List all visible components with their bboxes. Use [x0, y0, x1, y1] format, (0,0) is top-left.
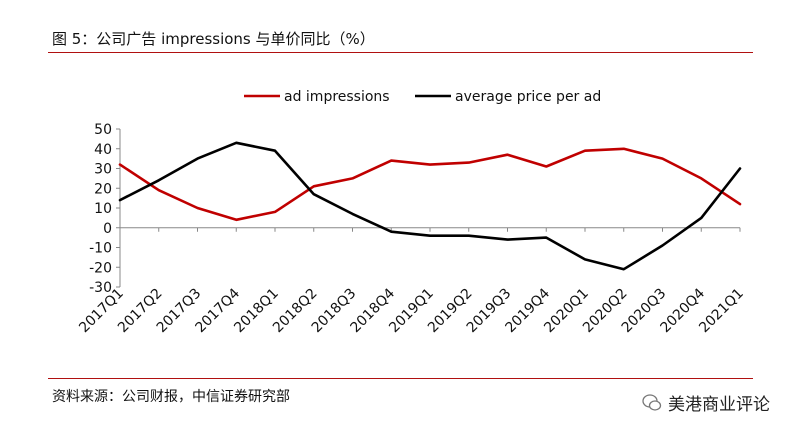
- y-tick-label: 30: [94, 162, 112, 178]
- chart-legend: ad impressions average price per ad: [244, 89, 601, 105]
- y-tick-label: -10: [89, 241, 112, 257]
- y-tick-label: 10: [94, 201, 112, 217]
- y-tick-label: 0: [103, 221, 112, 237]
- x-tick-labels: 2017Q12017Q22017Q32017Q42018Q12018Q22018…: [76, 285, 747, 336]
- wechat-icon: [642, 393, 662, 411]
- figure-title: 图 5：公司广告 impressions 与单价同比（%）: [52, 30, 375, 48]
- series-lines: [118, 141, 742, 271]
- y-tick-label: -30: [89, 280, 112, 296]
- title-rule: [48, 52, 753, 53]
- y-tick-label: 20: [94, 181, 112, 197]
- source-rule: [48, 378, 753, 379]
- watermark: 美港商业评论: [642, 390, 770, 415]
- series-line-ad-impressions: [118, 147, 742, 222]
- watermark-text: 美港商业评论: [668, 395, 770, 415]
- y-tick-labels: -30 -20 -10 0 10 20 30 40 50: [89, 122, 112, 296]
- y-tick-label: 40: [94, 142, 112, 158]
- series-line-average-price-per-ad: [118, 141, 742, 271]
- legend-label: average price per ad: [455, 89, 601, 105]
- legend-label: ad impressions: [284, 89, 390, 105]
- y-tick-label: 50: [94, 122, 112, 138]
- chart-axes: [116, 128, 741, 288]
- source-note: 资料来源：公司财报，中信证券研究部: [52, 389, 290, 405]
- y-tick-label: -20: [89, 260, 112, 276]
